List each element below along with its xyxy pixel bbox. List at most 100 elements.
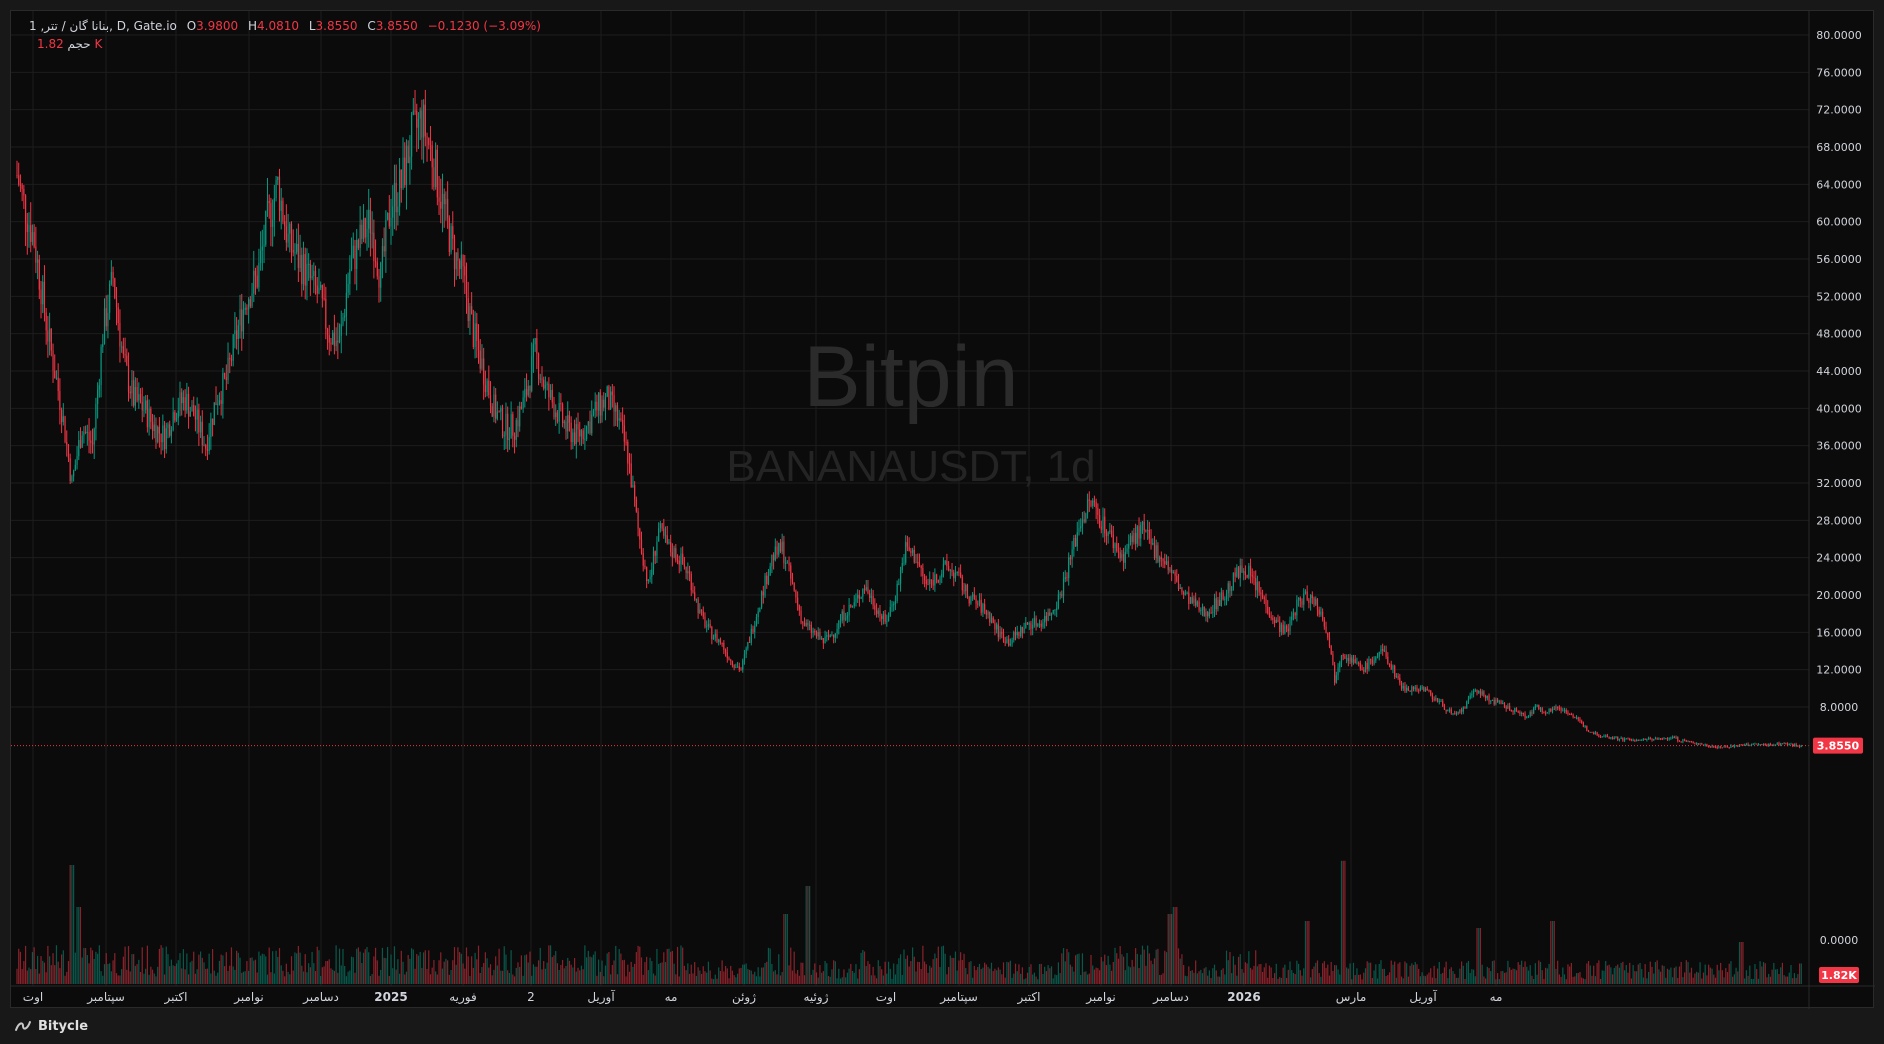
candle-body — [1229, 583, 1231, 591]
candle-body — [435, 149, 437, 187]
candle-body — [297, 243, 299, 269]
candle-body — [1538, 705, 1540, 710]
candle-body — [1721, 747, 1723, 749]
volume-bar — [181, 968, 183, 984]
volume-badge — [1819, 967, 1859, 983]
volume-bar — [1644, 964, 1646, 984]
ohlc-legend[interactable]: 1 ,بنانا گان / تتر, D, Gate.io O3.9800 H… — [29, 19, 541, 33]
candle-body — [270, 202, 272, 228]
volume-bar — [891, 978, 893, 984]
candle-body — [55, 377, 58, 379]
candle-body — [1205, 611, 1207, 617]
candle-body — [1507, 705, 1509, 709]
volume-bar — [129, 971, 131, 984]
volume-bar — [1119, 946, 1121, 984]
candle-body — [1625, 738, 1627, 740]
symbol-title[interactable]: 1 ,بنانا گان / تتر, D, Gate.io — [29, 19, 177, 33]
volume-bar — [1339, 974, 1341, 984]
volume-bar — [694, 962, 696, 984]
candle-body — [886, 621, 888, 623]
candle-body — [31, 232, 34, 242]
volume-bar — [438, 960, 440, 984]
volume-bar — [493, 969, 495, 984]
candle-body — [1009, 643, 1011, 646]
volume-bar — [1586, 963, 1588, 984]
volume-bar — [45, 972, 47, 984]
candle-body — [1773, 744, 1775, 746]
candle-body — [1402, 685, 1404, 689]
candle-body — [1021, 626, 1023, 634]
volume-legend[interactable]: حجم 1.82 K — [29, 37, 102, 51]
chart-canvas[interactable]: Bitpin BANANAUSDT, 1d 80.000076.000072.0… — [11, 11, 1875, 1009]
volume-bar — [1183, 965, 1185, 984]
volume-bar — [383, 957, 385, 984]
price-tick-label: 36.0000 — [1816, 440, 1862, 453]
volume-bar — [1534, 963, 1536, 984]
candle-body — [915, 562, 917, 564]
volume-bar — [115, 973, 118, 984]
candle-body — [608, 386, 610, 410]
volume-bar — [908, 966, 910, 984]
volume-bar — [968, 962, 970, 984]
candle-body — [242, 309, 245, 332]
volume-bar — [935, 958, 938, 984]
candle-body — [1766, 744, 1768, 746]
candle-body — [1272, 617, 1274, 621]
volume-bar — [870, 975, 872, 984]
volume-bar — [362, 952, 365, 984]
candle-body — [1056, 608, 1058, 610]
candle-body — [1251, 575, 1253, 577]
candle-body — [1510, 710, 1512, 712]
volume-bar — [592, 954, 595, 984]
volume-bar — [1157, 948, 1159, 984]
volume-bar — [1732, 976, 1734, 984]
candle-body — [1220, 592, 1222, 606]
candle-body — [1358, 662, 1360, 664]
candle-body — [54, 370, 56, 379]
volume-bar — [790, 947, 792, 984]
time-axis[interactable]: اوت سپتامبر اکتبر نوامبر دسامبر 2025 فوریه 2 آور… — [11, 985, 1875, 1005]
candle-body — [1042, 622, 1044, 627]
candle-body — [1304, 591, 1307, 594]
volume-bar — [1414, 962, 1416, 984]
candle-body — [858, 594, 860, 599]
volume-bar — [601, 960, 603, 984]
volume-bar — [81, 957, 83, 984]
candle-body — [237, 325, 239, 340]
candle-body — [1297, 597, 1300, 600]
volume-bar — [826, 963, 828, 984]
price-axis[interactable]: 80.000076.000072.000068.000064.000060.00… — [1808, 11, 1862, 1009]
time-tick-label: آوریل — [1409, 989, 1437, 1005]
candle-body — [1073, 538, 1075, 550]
candle-body — [1040, 623, 1042, 627]
candle-body — [1545, 712, 1547, 714]
volume-bar — [809, 886, 811, 984]
candle-body — [1611, 737, 1614, 740]
candle-body — [534, 337, 536, 345]
volume-bar — [491, 975, 493, 984]
volume-bar — [905, 958, 907, 984]
candle-body — [651, 569, 653, 577]
volume-bar — [1634, 971, 1636, 984]
volume-bar — [1201, 973, 1204, 984]
candle-body — [440, 201, 442, 209]
volume-bar — [483, 963, 485, 984]
volume-bar — [1788, 972, 1790, 984]
volume-bar — [1704, 964, 1706, 984]
candle-body — [513, 435, 516, 440]
candle-body — [175, 417, 178, 421]
candle-body — [615, 405, 617, 412]
volume-bar — [1068, 952, 1070, 984]
candle-body — [647, 579, 649, 582]
volume-bar — [91, 950, 94, 984]
candle-body — [589, 421, 591, 434]
volume-bar — [618, 949, 620, 984]
candle-body — [556, 412, 559, 422]
volume-bar — [1562, 967, 1564, 984]
volume-bar — [1323, 961, 1325, 984]
candle-body — [517, 420, 519, 427]
chart-panel[interactable]: Bitpin BANANAUSDT, 1d 80.0000 76.0000 72.0… — [10, 10, 1875, 1009]
candle-body — [356, 239, 358, 270]
volume-bar — [683, 965, 685, 984]
candle-body — [48, 328, 51, 342]
